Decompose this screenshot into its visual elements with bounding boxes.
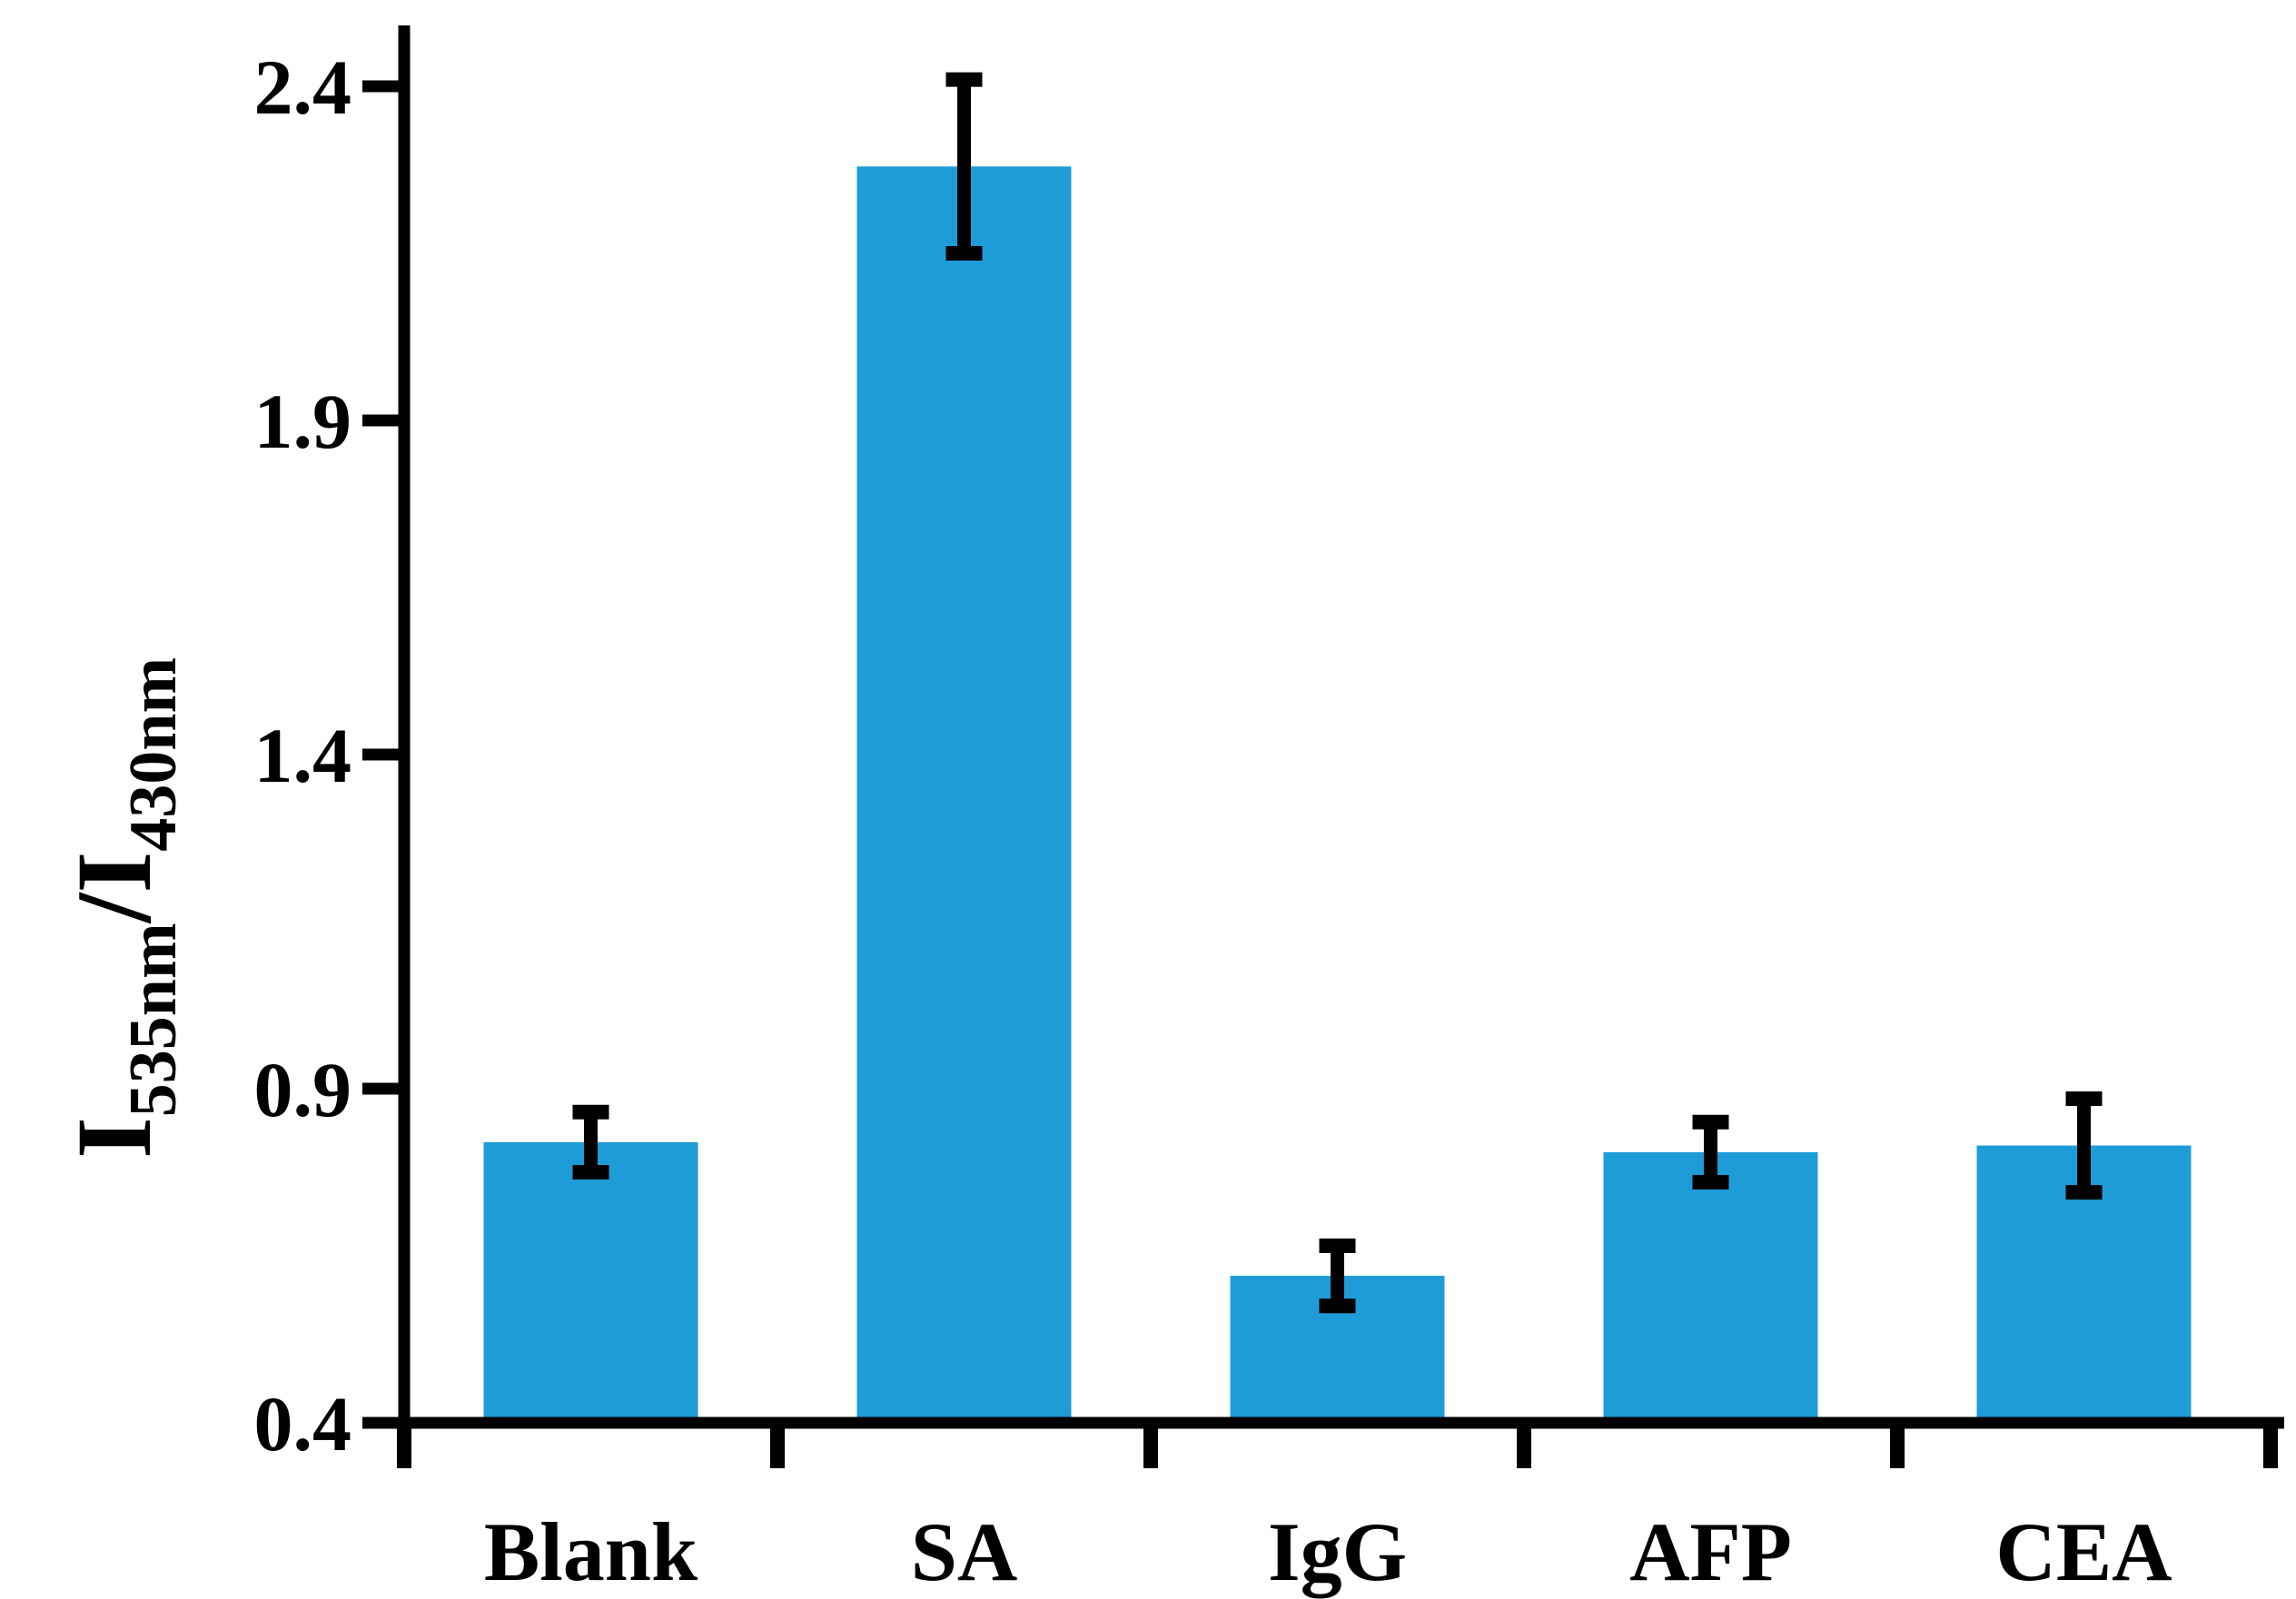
x-tick-label-igg: IgG [1268, 1505, 1407, 1598]
x-labels-group: Blank SA IgG AFP CEA [484, 1505, 2172, 1598]
y-tick-label: 2.4 [254, 44, 352, 131]
axes-group [397, 25, 2284, 1468]
bar-blank [483, 1141, 698, 1423]
y-tick-label: 0.4 [254, 1380, 352, 1467]
x-tick-label-blank: Blank [484, 1505, 698, 1598]
y-tick-label: 1.9 [254, 378, 352, 465]
error-bar-cea [2065, 1091, 2103, 1200]
y-axis-label: I535nm/I430nm [54, 657, 191, 1159]
y-tick-label: 0.9 [254, 1046, 352, 1133]
bars-group [483, 166, 2192, 1423]
error-bar-sa [945, 72, 983, 261]
bar-sa [856, 166, 1072, 1423]
error-bars-group [572, 72, 2103, 1314]
error-bar-igg [1319, 1238, 1356, 1314]
x-tick-label-cea: CEA [1995, 1505, 2172, 1598]
x-tick-label-afp: AFP [1629, 1505, 1792, 1598]
error-bar-blank [572, 1104, 609, 1180]
bar-afp [1603, 1151, 1818, 1423]
error-bar-afp [1692, 1114, 1729, 1190]
x-tick-label-sa: SA [911, 1505, 1018, 1598]
y-tick-label: 1.4 [254, 712, 352, 799]
y-ticks-group: 0.4 0.9 1.4 1.9 2.4 [254, 44, 404, 1467]
